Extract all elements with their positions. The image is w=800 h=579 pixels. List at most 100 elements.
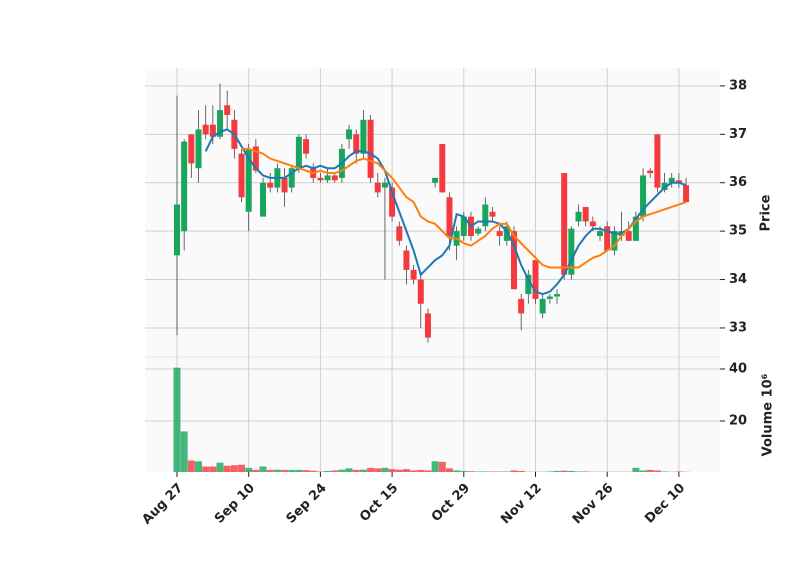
volume-bar: [174, 368, 181, 472]
candle-body: [224, 105, 230, 115]
y2-axis-label: Volume 10⁶: [761, 373, 776, 456]
volume-bar: [252, 470, 259, 472]
volume-bar: [554, 471, 561, 472]
x-tick-label: Aug 27: [139, 481, 186, 528]
volume-bar: [496, 471, 503, 472]
volume-bar: [217, 463, 224, 472]
candle-body: [411, 270, 417, 280]
plot-background: [145, 68, 720, 472]
volume-bar: [503, 471, 510, 472]
volume-bar: [417, 470, 424, 472]
candle-body: [497, 231, 503, 236]
volume-bar: [303, 470, 310, 472]
volume-bar: [260, 467, 267, 472]
y-axis-label: Price: [759, 194, 774, 231]
volume-bar: [453, 470, 460, 472]
volume-bar: [460, 471, 467, 472]
volume-bar: [224, 466, 231, 472]
candle-body: [654, 134, 660, 187]
candle-body: [282, 178, 288, 193]
candle-body: [325, 175, 331, 180]
volume-bar: [367, 468, 374, 472]
volume-bar: [568, 471, 575, 472]
volume-bar: [389, 469, 396, 472]
candle-body: [547, 296, 553, 298]
candle-body: [296, 137, 302, 168]
candle-body: [396, 226, 402, 241]
candle-body: [181, 142, 187, 232]
candle-body: [317, 178, 323, 180]
candle-body: [418, 280, 424, 304]
volume-bar: [661, 471, 668, 472]
y-tick-label: 33: [729, 320, 747, 335]
x-tick-label: Dec 10: [642, 481, 688, 527]
volume-bar: [324, 471, 331, 472]
volume-bar: [295, 470, 302, 472]
volume-bar: [374, 468, 381, 472]
volume-bar: [424, 470, 431, 472]
volume-bar: [432, 461, 439, 472]
volume-bar: [561, 471, 568, 472]
volume-bar: [482, 471, 489, 472]
volume-bar: [288, 470, 295, 472]
candle-body: [597, 231, 603, 236]
volume-bar: [489, 471, 496, 472]
candle-body: [626, 231, 632, 241]
x-tick-label: Nov 12: [498, 481, 545, 528]
y2-tick-label: 20: [729, 414, 747, 429]
volume-bar: [640, 470, 647, 472]
volume-bar: [360, 470, 367, 472]
candle-body: [382, 183, 388, 188]
candle-body: [346, 129, 352, 139]
candle-body: [403, 251, 409, 270]
x-tick-label: Nov 26: [570, 481, 617, 528]
volume-bar: [518, 471, 525, 472]
candle-body: [554, 294, 560, 296]
volume-bar: [317, 471, 324, 472]
candle-body: [540, 299, 546, 314]
candle-body: [561, 173, 567, 275]
volume-bar: [510, 470, 517, 472]
volume-bar: [353, 470, 360, 472]
volume-bar: [654, 470, 661, 472]
candle-body: [360, 120, 366, 154]
x-tick-label: Oct 29: [429, 481, 473, 525]
volume-bar: [675, 471, 682, 472]
volume-bar: [381, 468, 388, 472]
candle-body: [647, 171, 653, 173]
candle-body: [482, 205, 488, 227]
volume-bar: [467, 471, 474, 472]
volume-bar: [267, 470, 274, 472]
volume-bar: [188, 461, 195, 472]
candle-body: [267, 183, 273, 188]
candle-body: [439, 144, 445, 192]
candle-body: [368, 120, 374, 178]
x-tick-label: Oct 15: [357, 481, 401, 525]
y2-tick-label: 40: [729, 361, 747, 376]
y-tick-label: 35: [729, 224, 747, 239]
volume-bar: [245, 468, 252, 472]
candle-body: [174, 205, 180, 256]
volume-bar: [582, 471, 589, 472]
candle-body: [446, 197, 452, 236]
volume-bar: [338, 470, 345, 472]
candle-body: [203, 125, 209, 135]
candle-body: [432, 178, 438, 183]
volume-bar: [331, 470, 338, 472]
y-tick-label: 38: [729, 78, 747, 93]
volume-bar: [475, 471, 482, 472]
candle-body: [683, 185, 689, 202]
volume-bar: [209, 467, 216, 472]
candle-body: [196, 129, 202, 168]
volume-bar: [446, 468, 453, 472]
candle-body: [260, 183, 266, 217]
volume-bar: [274, 470, 281, 472]
candle-body: [303, 139, 309, 154]
volume-bar: [310, 471, 317, 472]
candle-body: [425, 313, 431, 337]
volume-bar: [546, 471, 553, 472]
volume-bar: [575, 471, 582, 472]
volume-bar: [403, 469, 410, 472]
